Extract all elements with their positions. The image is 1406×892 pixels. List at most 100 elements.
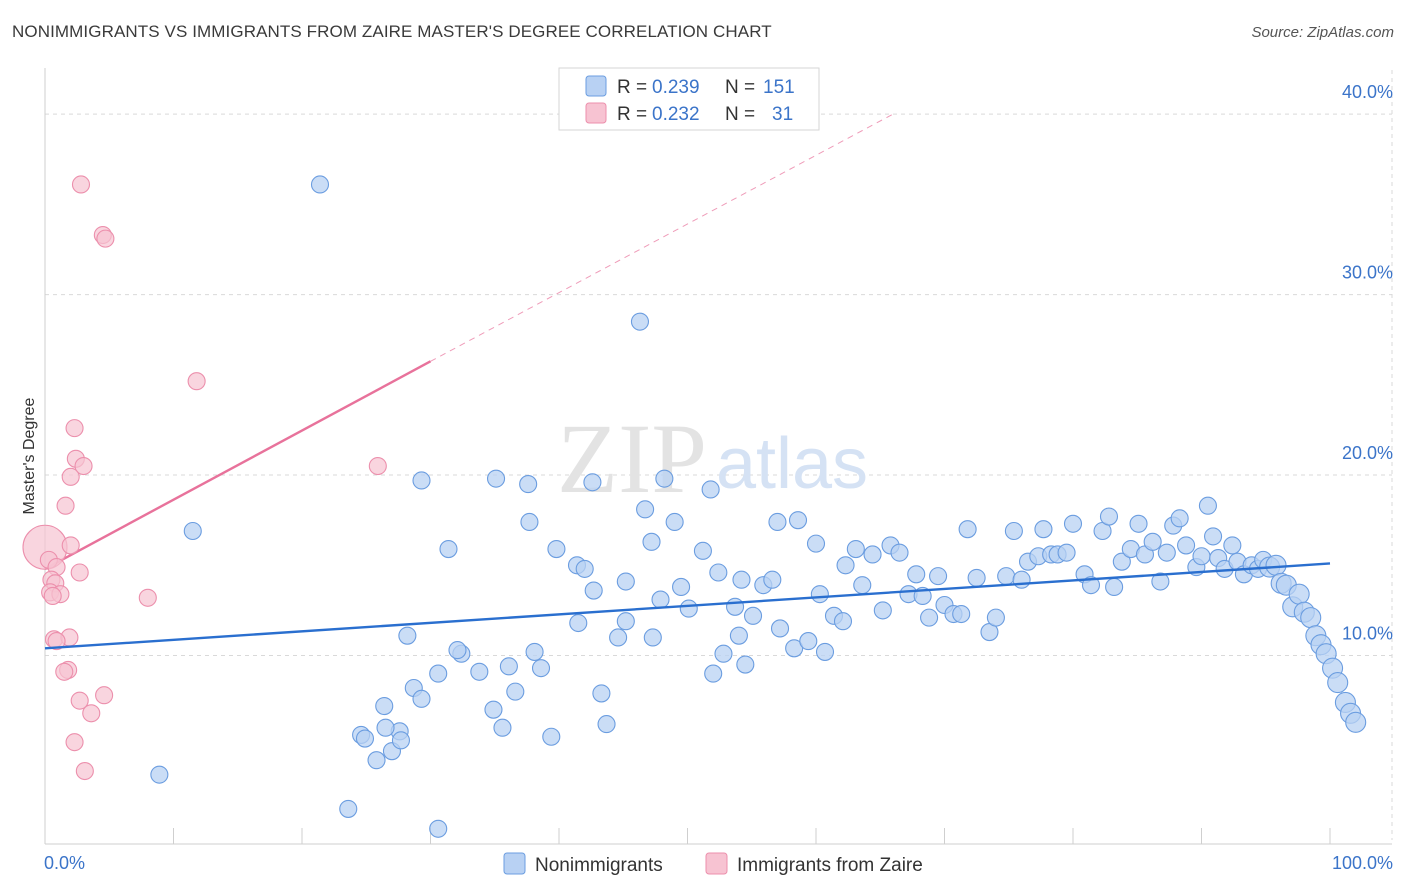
nonimmigrant-point xyxy=(486,469,506,488)
nonimmigrant-point xyxy=(412,471,431,490)
nonimmigrant-point xyxy=(597,715,616,734)
nonimmigrant-point xyxy=(636,500,655,519)
nonimmigrant-point xyxy=(506,682,525,701)
nonimmigrant-point xyxy=(448,641,467,660)
zaire-trend-line xyxy=(44,113,894,570)
zaire-point xyxy=(61,467,80,486)
nonimmigrant-point xyxy=(592,684,611,703)
x-tick-label-1: 100.0% xyxy=(1332,853,1393,873)
nonimmigrant-point xyxy=(520,512,539,532)
nonimmigrant-point xyxy=(736,655,755,674)
nonimmigrant-point xyxy=(630,312,650,331)
nonimmigrant-point xyxy=(470,662,489,681)
nonimmigrant-point xyxy=(1265,554,1287,576)
legend-n-value-1: 151 xyxy=(763,77,795,98)
nonimmigrant-point xyxy=(439,539,458,559)
nonimmigrant-point xyxy=(1151,572,1170,591)
nonimmigrant-point xyxy=(693,541,712,560)
zaire-points xyxy=(22,175,387,781)
nonimmigrant-point xyxy=(1004,521,1023,541)
nonimmigrant-point xyxy=(519,475,538,494)
nonimmigrant-trend-line xyxy=(44,562,1331,650)
legend-n-label-2: N = xyxy=(725,104,755,125)
nonimmigrant-point xyxy=(958,520,977,539)
nonimmigrant-point xyxy=(890,543,909,562)
nonimmigrant-point xyxy=(907,565,926,584)
nonimmigrant-point xyxy=(367,751,386,770)
nonimmigrant-point xyxy=(1345,711,1367,733)
nonimmigrant-point xyxy=(997,567,1016,586)
nonimmigrant-point xyxy=(355,729,375,748)
nonimmigrant-point xyxy=(584,581,603,600)
nonimmigrant-point xyxy=(806,534,826,553)
nonimmigrant-point xyxy=(655,469,674,488)
nonimmigrant-point xyxy=(714,644,733,663)
zaire-point xyxy=(138,588,157,607)
nonimmigrant-point xyxy=(1170,509,1189,528)
nonimmigrant-point xyxy=(376,718,395,737)
nonimmigrant-point xyxy=(763,570,782,589)
source-label: Source: ZipAtlas.com xyxy=(1251,24,1394,41)
nonimmigrant-point xyxy=(1057,543,1076,562)
nonimmigrant-point xyxy=(1177,536,1196,555)
zaire-point xyxy=(74,456,93,476)
legend-n-value-2: 31 xyxy=(772,104,793,125)
nonimmigrant-point xyxy=(150,765,169,784)
nonimmigrant-point xyxy=(616,612,635,631)
nonimmigrant-point xyxy=(339,799,358,818)
nonimmigrant-point xyxy=(1063,514,1083,533)
nonimmigrant-point xyxy=(846,539,865,559)
series-legend: Nonimmigrants Immigrants from Zaire xyxy=(503,852,923,876)
y-tick-labels: 10.0% 20.0% 30.0% 40.0% xyxy=(1342,82,1393,643)
nonimmigrant-point xyxy=(967,568,986,587)
nonimmigrant-point xyxy=(836,556,855,575)
legend-r-label-2: R = xyxy=(617,104,647,125)
y-tick-label-1: 20.0% xyxy=(1342,443,1393,463)
nonimmigrant-points xyxy=(150,175,1367,838)
nonimmigrant-point xyxy=(833,612,853,631)
zaire-point xyxy=(82,704,101,723)
nonimmigrant-point xyxy=(1034,520,1053,539)
nonimmigrant-point xyxy=(547,539,566,559)
nonimmigrant-point xyxy=(672,577,691,596)
x-tick-labels: 0.0% 100.0% xyxy=(44,853,1393,873)
nonimmigrant-point xyxy=(679,599,698,618)
nonimmigrant-point xyxy=(665,512,684,532)
bottom-legend-nonimmigrants: Nonimmigrants xyxy=(535,855,663,876)
bottom-legend-swatch-blue xyxy=(503,852,526,875)
nonimmigrant-point xyxy=(375,697,394,716)
legend-r-value-2: 0.232 xyxy=(652,104,700,125)
watermark-atlas: atlas xyxy=(716,424,868,504)
nonimmigrant-point xyxy=(484,700,503,719)
zaire-point xyxy=(47,632,66,651)
nonimmigrant-point xyxy=(709,563,728,582)
nonimmigrant-point xyxy=(929,567,948,586)
legend-swatch-pink xyxy=(585,102,607,124)
nonimmigrant-point xyxy=(986,608,1005,627)
nonimmigrant-point xyxy=(788,511,808,530)
nonimmigrant-point xyxy=(1012,570,1031,589)
nonimmigrant-point xyxy=(1300,607,1322,629)
nonimmigrant-point xyxy=(853,576,872,595)
zaire-point xyxy=(61,536,80,555)
zaire-point xyxy=(65,733,84,752)
zaire-point xyxy=(75,761,94,781)
zaire-point xyxy=(96,229,115,248)
nonimmigrant-point xyxy=(768,512,787,532)
watermark-zip: ZIP xyxy=(557,403,707,514)
y-tick-label-2: 30.0% xyxy=(1342,263,1393,283)
nonimmigrant-point xyxy=(616,572,635,591)
nonimmigrant-point xyxy=(310,175,330,194)
nonimmigrant-point xyxy=(429,819,448,838)
nonimmigrant-point xyxy=(785,639,804,658)
nonimmigrant-point xyxy=(429,664,448,683)
nonimmigrant-point xyxy=(1112,552,1131,571)
x-tick-label-0: 0.0% xyxy=(44,853,85,873)
nonimmigrant-point xyxy=(1204,527,1223,546)
zaire-point xyxy=(368,456,387,476)
legend-r-label-1: R = xyxy=(617,77,647,98)
nonimmigrant-point xyxy=(1198,496,1217,515)
nonimmigrant-point xyxy=(575,559,594,578)
nonimmigrant-point xyxy=(1099,507,1119,526)
nonimmigrant-point xyxy=(815,642,835,661)
